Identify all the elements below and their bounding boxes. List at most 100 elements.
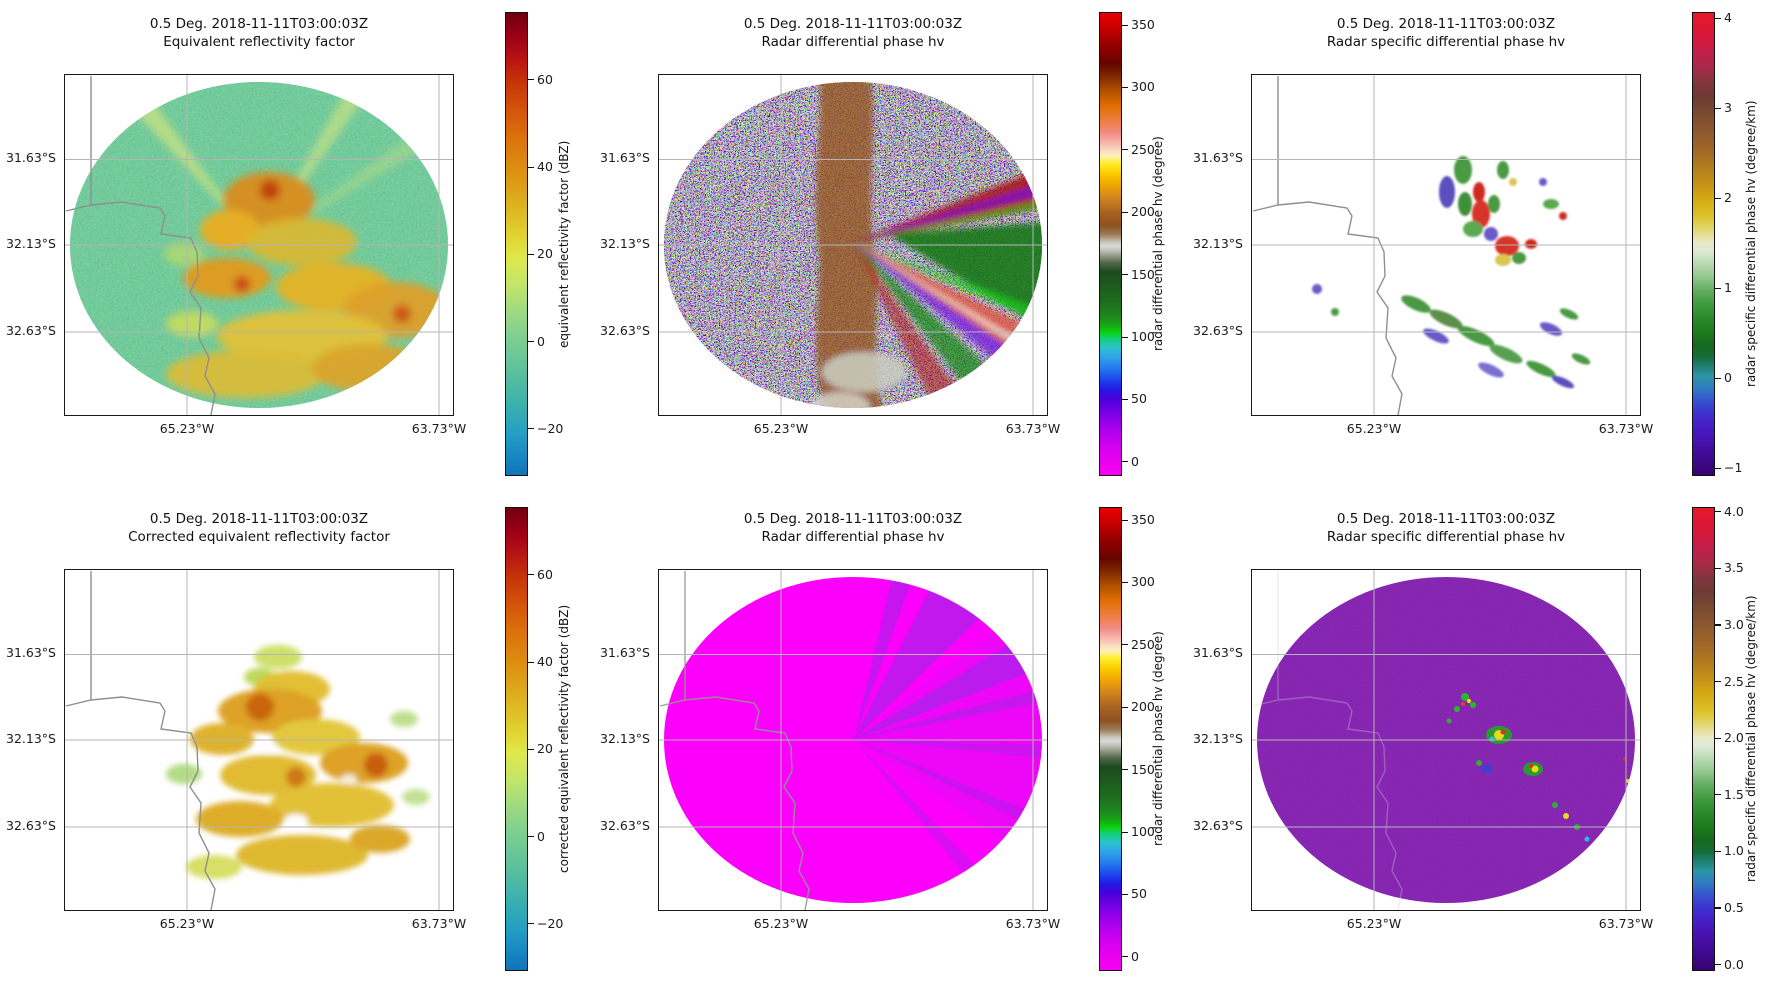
colorbar-tick-label: 60	[528, 566, 553, 582]
colorbar-tick-label: 3	[1715, 100, 1732, 115]
map-boundary-line	[1252, 76, 1403, 416]
colorbar-tick-label: 0.0	[1715, 956, 1744, 972]
title-line-1: 0.5 Deg. 2018-11-11T03:00:03Z	[1336, 16, 1556, 32]
colorbar-tick-label: 200	[1122, 699, 1155, 715]
corrected-phase-ppi-image	[658, 569, 1048, 911]
panel-corrected-reflectivity: 0.5 Deg. 2018-11-11T03:00:03Z Corrected e…	[0, 495, 594, 990]
colorbar-tick-label: 20	[528, 741, 553, 757]
panel-title: 0.5 Deg. 2018-11-11T03:00:03Z Corrected e…	[64, 511, 454, 547]
colorbar-tick-label: −20	[527, 420, 564, 436]
colorbar-tick-label: 150	[1122, 266, 1155, 282]
colorbar-tick-label: −1	[1714, 460, 1743, 476]
grid-lines	[658, 74, 1048, 416]
y-tick-label: 31.63°S	[1193, 645, 1243, 660]
colorbar-tick-label: 0.5	[1715, 899, 1744, 915]
colorbar-label: radar specific differential phase hv (de…	[1744, 100, 1758, 388]
colorbar-tick-label: 50	[1122, 391, 1147, 407]
colorbar-tick-label: 1.0	[1715, 843, 1744, 859]
colorbar-tick-label: 150	[1122, 761, 1155, 777]
colorbar	[1099, 12, 1122, 476]
colorbar-tick-label: 60	[528, 71, 553, 87]
colorbar-label: equivalent reflectivity factor (dBZ)	[557, 140, 571, 348]
y-tick-label: 32.63°S	[600, 818, 650, 833]
colorbar-tick-label: 40	[528, 654, 553, 669]
title-line-2: Radar differential phase hv	[761, 33, 945, 50]
colorbar-tick-label: 2.0	[1715, 730, 1744, 746]
map-axes	[1251, 569, 1641, 911]
y-tick-label: 31.63°S	[6, 645, 56, 660]
y-tick-label: 32.63°S	[6, 818, 56, 833]
colorbar-tick-label: 250	[1122, 636, 1155, 652]
y-tick-label: 32.13°S	[600, 236, 650, 251]
y-tick-label: 32.13°S	[600, 731, 650, 746]
panel-raw-specific-differential-phase: 0.5 Deg. 2018-11-11T03:00:03Z Radar speci…	[1187, 0, 1781, 495]
map-boundary-line	[659, 571, 810, 911]
panel-title: 0.5 Deg. 2018-11-11T03:00:03Z Radar speci…	[1251, 511, 1641, 547]
panel-title: 0.5 Deg. 2018-11-11T03:00:03Z Radar diffe…	[658, 511, 1048, 547]
panel-title: 0.5 Deg. 2018-11-11T03:00:03Z Radar speci…	[1251, 16, 1641, 52]
grid-lines	[64, 569, 454, 911]
axes-border	[1251, 74, 1641, 416]
map-boundary-line	[1252, 571, 1403, 911]
colorbar	[505, 507, 528, 971]
title-line-1: 0.5 Deg. 2018-11-11T03:00:03Z	[1336, 511, 1556, 527]
y-tick-label: 32.63°S	[1193, 323, 1243, 338]
y-tick-label: 32.13°S	[1193, 236, 1243, 251]
x-tick-label: 65.23°W	[159, 916, 215, 931]
grid-lines	[1251, 74, 1641, 416]
y-tick-label: 32.13°S	[6, 731, 56, 746]
panel-equivalent-reflectivity: 0.5 Deg. 2018-11-11T03:00:03Z Equivalent …	[0, 0, 594, 495]
map-axes	[64, 74, 454, 416]
raw-kdp-ppi-image	[1251, 74, 1641, 416]
y-tick-label: 32.63°S	[600, 323, 650, 338]
y-tick-label: 31.63°S	[600, 645, 650, 660]
panel-title: 0.5 Deg. 2018-11-11T03:00:03Z Equivalent …	[64, 16, 454, 52]
reflectivity-ppi-image	[64, 74, 454, 416]
colorbar-tick-label: 4	[1715, 10, 1732, 25]
map-boundary-line	[65, 76, 216, 416]
corrected-reflectivity-ppi-image	[64, 569, 454, 911]
title-line-2: Radar specific differential phase hv	[1326, 528, 1566, 545]
colorbar-tick-label: 2	[1715, 190, 1732, 206]
colorbar-tick-label: 1.5	[1715, 786, 1744, 802]
panel-corrected-differential-phase: 0.5 Deg. 2018-11-11T03:00:03Z Radar diffe…	[594, 495, 1188, 990]
title-line-1: 0.5 Deg. 2018-11-11T03:00:03Z	[743, 16, 963, 32]
title-line-2: Corrected equivalent reflectivity factor	[128, 528, 390, 545]
colorbar-tick-label: −20	[527, 915, 564, 931]
x-tick-label: 65.23°W	[1346, 916, 1402, 931]
colorbar-tick-label: 0	[1715, 370, 1732, 386]
colorbar-tick-label: 20	[528, 246, 553, 262]
title-line-1: 0.5 Deg. 2018-11-11T03:00:03Z	[149, 511, 369, 527]
title-line-1: 0.5 Deg. 2018-11-11T03:00:03Z	[743, 511, 963, 527]
colorbar-label: corrected equivalent reflectivity factor…	[557, 604, 571, 874]
colorbar-tick-label: 50	[1122, 886, 1147, 902]
colorbar-tick-label: 350	[1122, 17, 1155, 32]
title-line-2: Equivalent reflectivity factor	[163, 33, 355, 50]
map-boundary-line	[65, 571, 216, 911]
colorbar-tick-label: 300	[1122, 79, 1155, 95]
radar-data	[1312, 156, 1591, 389]
raw-phase-ppi-image	[658, 74, 1048, 416]
colorbar-label: radar differential phase hv (degree)	[1151, 136, 1165, 352]
x-tick-label: 63.73°W	[411, 916, 467, 931]
colorbar-tick-label: 0	[1122, 948, 1139, 964]
map-axes	[658, 569, 1048, 911]
map-axes	[658, 74, 1048, 416]
colorbar-tick-label: 2.5	[1715, 673, 1744, 689]
corrected-kdp-ppi-image	[1251, 569, 1641, 911]
y-tick-label: 31.63°S	[1193, 150, 1243, 165]
x-tick-label: 63.73°W	[1005, 916, 1061, 931]
y-tick-label: 32.63°S	[1193, 818, 1243, 833]
axes-border	[1251, 569, 1641, 911]
colorbar-tick-label: 250	[1122, 141, 1155, 157]
x-tick-label: 65.23°W	[1346, 421, 1402, 436]
panel-corrected-specific-differential-phase: 0.5 Deg. 2018-11-11T03:00:03Z Radar speci…	[1187, 495, 1781, 990]
colorbar-tick-label: 0	[528, 333, 545, 349]
map-axes	[64, 569, 454, 911]
colorbar-tick-label: 40	[528, 159, 553, 174]
grid-lines	[1251, 569, 1641, 911]
colorbar-label: radar differential phase hv (degree)	[1151, 631, 1165, 847]
axes-border	[658, 569, 1048, 911]
axes-border	[658, 74, 1048, 416]
